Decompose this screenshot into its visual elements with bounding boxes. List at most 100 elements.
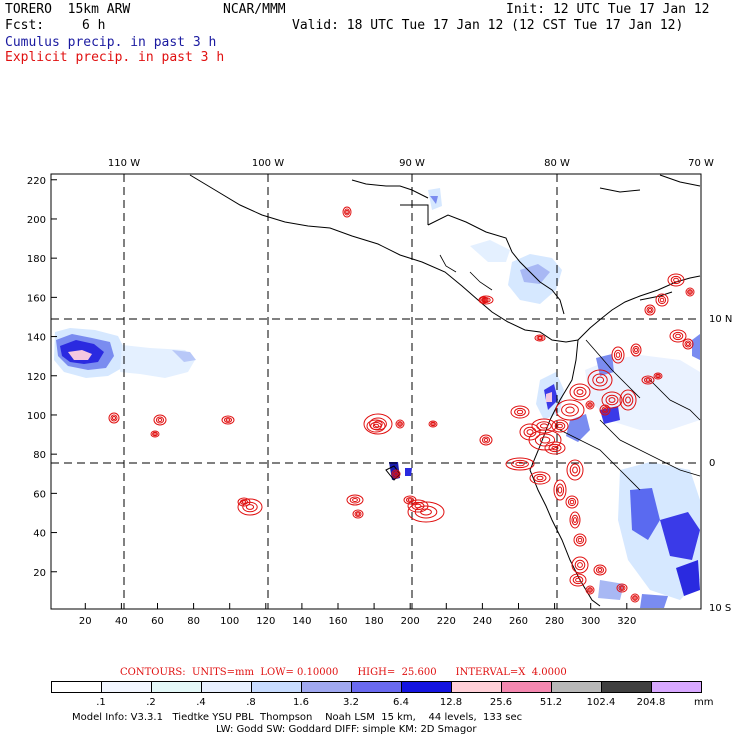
precip-contour	[587, 369, 613, 391]
precip-contour	[356, 512, 360, 516]
precip-contour	[237, 497, 251, 507]
precip-contour	[632, 595, 638, 601]
precip-contour	[370, 421, 382, 431]
precip-contour	[577, 537, 583, 543]
precip-contour	[557, 486, 563, 494]
precip-contour	[511, 459, 529, 469]
colorbar-swatch	[601, 681, 652, 693]
precip-contour	[575, 535, 585, 545]
colorbar-swatch	[251, 681, 302, 693]
precip-contour	[366, 419, 386, 433]
precip-contour	[529, 471, 551, 485]
x-tick-label: 40	[115, 616, 128, 627]
precip-contour	[632, 345, 640, 355]
precip-contour	[526, 429, 534, 435]
colorbar-label: 12.8	[439, 697, 463, 708]
precip-contour	[615, 352, 621, 358]
colorbar-label: 6.4	[393, 697, 409, 708]
precip-contour	[565, 406, 575, 414]
precip-contour	[557, 423, 563, 429]
precip-contour	[221, 415, 235, 425]
y-tick-label: 160	[27, 293, 46, 304]
precip-contour	[479, 296, 489, 304]
precip-contour	[352, 498, 358, 502]
precip-contour	[369, 417, 387, 431]
forecast-label: Fcst:	[5, 18, 45, 33]
precip-contour	[483, 438, 489, 442]
precip-contour	[641, 375, 655, 385]
precip-contour	[533, 473, 547, 483]
precip-contour	[153, 414, 167, 426]
precip-contour	[225, 418, 231, 422]
lon-label-90w: 90 W	[399, 158, 425, 169]
x-tick-label: 60	[151, 616, 164, 627]
precip-contour	[536, 421, 552, 431]
y-tick-label: 100	[27, 411, 46, 422]
precip-contour	[576, 389, 584, 395]
precip-contour	[611, 346, 625, 364]
init-time: Init: 12 UTC Tue 17 Jan 12	[506, 2, 710, 17]
axis-tick-labels: 20 40 60 80 100 120 140 160 180 200 220 240 260 280 30…	[27, 176, 636, 627]
precip-contour	[630, 593, 640, 603]
precip-contour	[391, 469, 401, 479]
precip-contour	[646, 306, 654, 314]
precip-contour	[346, 494, 364, 506]
precip-contour	[349, 496, 361, 504]
precip-contour	[585, 400, 595, 410]
precip-contour	[669, 329, 687, 343]
precip-contour	[354, 511, 362, 517]
precip-contour	[393, 471, 399, 477]
precip-contour	[643, 377, 653, 383]
precip-contour	[688, 290, 692, 294]
precip-contour	[655, 373, 661, 379]
precip-contour	[536, 475, 544, 481]
precip-contour	[551, 419, 569, 433]
precip-contour	[588, 403, 592, 407]
y-tick-label: 140	[27, 333, 46, 344]
precip-contour	[394, 472, 398, 476]
colorbar-swatch	[501, 681, 552, 693]
precip-contour	[363, 413, 393, 435]
precip-contour	[405, 497, 415, 503]
precip-contour	[245, 504, 255, 510]
precip-contour	[655, 293, 669, 307]
precip-contour	[667, 273, 685, 287]
precip-contour	[561, 403, 579, 417]
lat-label-10n: 10 N	[709, 314, 732, 325]
colorbar-swatch	[551, 681, 602, 693]
precip-contour	[670, 275, 682, 285]
precip-contour	[505, 457, 535, 471]
precip-contour	[544, 441, 566, 455]
precip-contour	[566, 459, 584, 481]
x-tick-label: 260	[509, 616, 528, 627]
precip-contour	[569, 383, 591, 401]
precip-contour	[539, 423, 549, 429]
precip-contour	[567, 497, 577, 507]
colorbar-label: .4	[196, 697, 206, 708]
colorbar-label: .8	[246, 697, 256, 708]
precip-contour	[531, 418, 557, 434]
y-tick-label: 20	[33, 568, 46, 579]
precip-contour	[430, 421, 436, 427]
colorbar-swatch	[101, 681, 152, 693]
precip-contour	[625, 396, 631, 404]
precip-contour	[619, 389, 637, 411]
precip-contour	[479, 434, 493, 446]
precip-contour	[414, 503, 422, 509]
colorbar-label: .1	[96, 697, 106, 708]
precip-contour	[407, 499, 429, 513]
precip-contour	[536, 335, 544, 341]
contour-info: CONTOURS: UNITS=mm LOW= 0.10000 HIGH= 25…	[120, 667, 567, 678]
lon-label-110w: 110 W	[108, 158, 140, 169]
precip-contour	[595, 566, 605, 574]
precip-contour	[565, 495, 579, 509]
x-tick-label: 140	[292, 616, 311, 627]
x-tick-label: 80	[187, 616, 200, 627]
precip-contour	[478, 295, 494, 305]
precip-contour	[592, 373, 608, 387]
precip-contour	[656, 374, 660, 378]
cumulus-precip-shading	[54, 188, 700, 608]
precip-contour	[572, 575, 584, 585]
precip-contour	[411, 501, 425, 511]
precip-contour	[239, 499, 249, 505]
